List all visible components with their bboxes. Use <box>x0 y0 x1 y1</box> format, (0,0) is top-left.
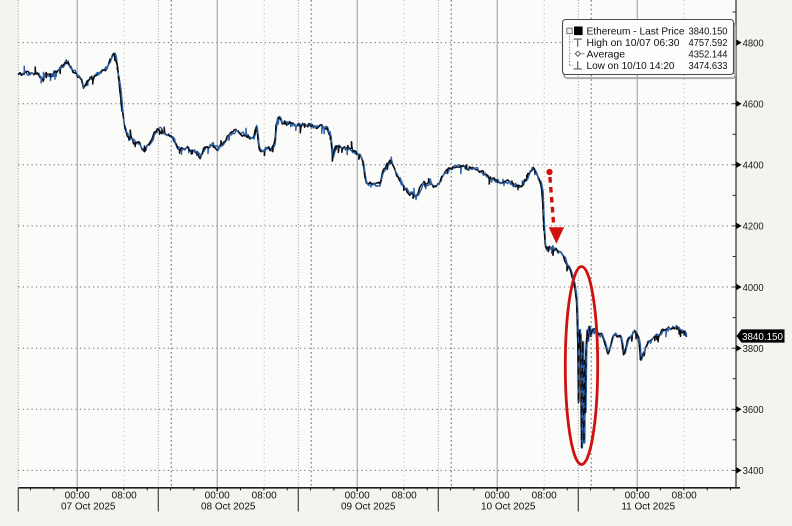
svg-text:4352.144: 4352.144 <box>689 49 728 60</box>
svg-text:3600: 3600 <box>743 404 764 416</box>
svg-text:3800: 3800 <box>743 343 764 355</box>
svg-text:10 Oct 2025: 10 Oct 2025 <box>481 502 536 513</box>
svg-text:07 Oct 2025: 07 Oct 2025 <box>61 502 116 513</box>
svg-text:00:00: 00:00 <box>485 491 510 502</box>
svg-text:08:00: 08:00 <box>532 491 557 502</box>
svg-text:4600: 4600 <box>743 99 764 111</box>
svg-text:11 Oct 2025: 11 Oct 2025 <box>621 502 675 513</box>
svg-text:00:00: 00:00 <box>65 491 90 502</box>
svg-text:4200: 4200 <box>743 221 764 233</box>
svg-text:00:00: 00:00 <box>205 491 230 502</box>
svg-text:3840.150: 3840.150 <box>689 27 728 38</box>
svg-text:High on 10/07 06:30: High on 10/07 06:30 <box>587 38 680 49</box>
svg-text:3400: 3400 <box>743 465 764 477</box>
svg-text:09 Oct 2025: 09 Oct 2025 <box>341 502 396 513</box>
svg-text:Average: Average <box>587 49 626 60</box>
svg-text:00:00: 00:00 <box>345 491 370 502</box>
svg-text:08:00: 08:00 <box>672 491 697 502</box>
svg-text:08:00: 08:00 <box>252 491 277 502</box>
svg-text:Ethereum - Last Price: Ethereum - Last Price <box>587 27 685 38</box>
svg-text:08:00: 08:00 <box>112 491 137 502</box>
svg-text:4757.592: 4757.592 <box>689 38 728 49</box>
svg-text:4400: 4400 <box>743 160 764 172</box>
svg-text:08 Oct 2025: 08 Oct 2025 <box>201 502 256 513</box>
svg-text:3474.633: 3474.633 <box>689 61 728 72</box>
svg-text:00:00: 00:00 <box>625 491 650 502</box>
svg-text:08:00: 08:00 <box>392 491 417 502</box>
svg-text:3840.150: 3840.150 <box>742 332 783 343</box>
svg-text:4000: 4000 <box>743 282 764 294</box>
svg-text:Low on 10/10 14:20: Low on 10/10 14:20 <box>587 61 675 72</box>
svg-text:4800: 4800 <box>743 37 764 49</box>
